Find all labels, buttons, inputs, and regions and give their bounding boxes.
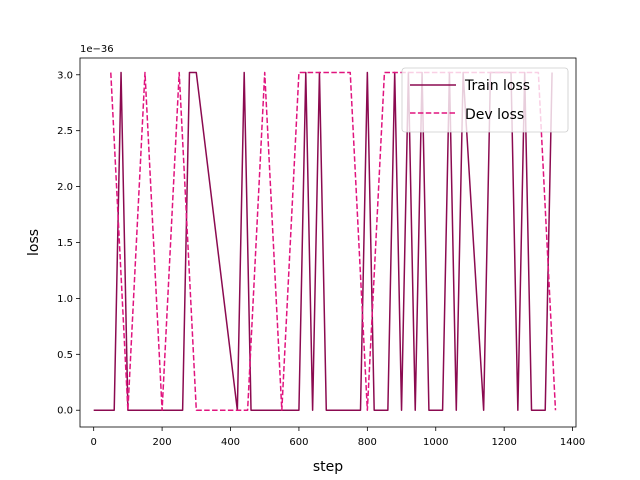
y-tick-label: 1.0 [57, 294, 73, 305]
x-tick-label: 0 [90, 437, 96, 448]
y-tick-label: 0.0 [57, 406, 73, 417]
y-tick-label: 0.5 [57, 350, 73, 361]
y-axis-label: loss [26, 229, 42, 256]
y-tick-label: 1.5 [57, 238, 73, 249]
x-tick-label: 400 [221, 437, 240, 448]
x-tick-label: 600 [289, 437, 308, 448]
x-tick-label: 200 [153, 437, 172, 448]
x-axis-ticks: 0 200 400 600 800 1000 1200 1400 [90, 427, 585, 448]
y-tick-label: 2.0 [57, 182, 73, 193]
legend: Train loss Dev loss [401, 67, 569, 133]
x-axis-label: step [313, 459, 343, 475]
x-tick-label: 1000 [423, 437, 448, 448]
x-tick-label: 800 [358, 437, 377, 448]
y-tick-label: 2.5 [57, 126, 73, 137]
y-axis-ticks: 0.0 0.5 1.0 1.5 2.0 2.5 3.0 [57, 70, 80, 417]
x-tick-label: 1200 [491, 437, 516, 448]
y-offset-text: 1e−36 [80, 44, 114, 55]
y-tick-label: 3.0 [57, 70, 73, 81]
x-tick-label: 1400 [560, 437, 585, 448]
legend-label-train-loss: Train loss [464, 78, 530, 94]
legend-box [401, 67, 569, 133]
legend-label-dev-loss: Dev loss [465, 107, 524, 123]
